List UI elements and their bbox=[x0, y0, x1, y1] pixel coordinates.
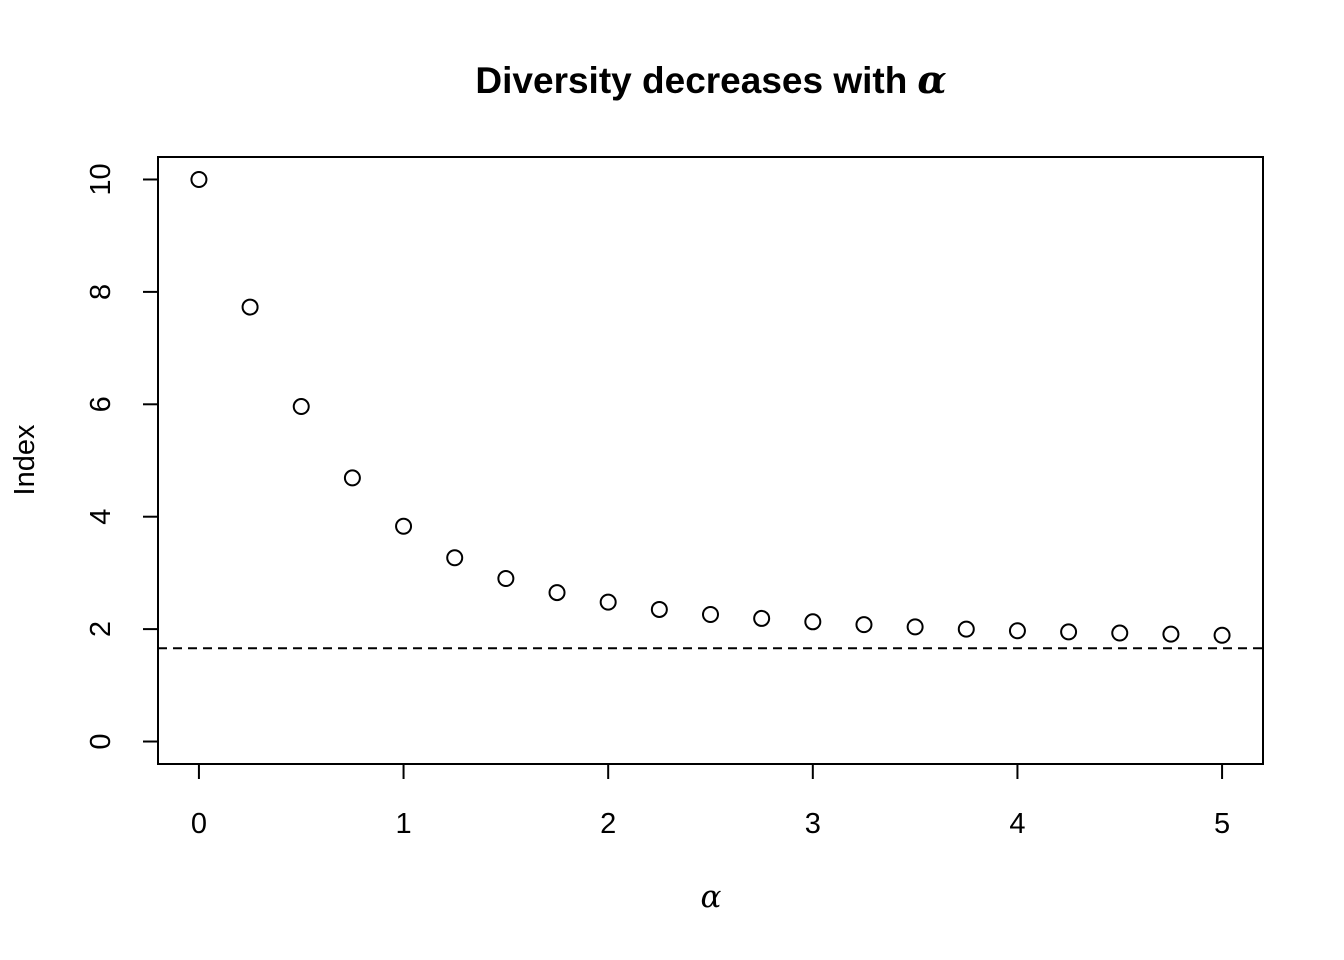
x-tick-label: 3 bbox=[805, 808, 821, 840]
data-point bbox=[395, 517, 413, 535]
data-point bbox=[343, 469, 361, 487]
x-tick-label: 1 bbox=[395, 808, 411, 840]
data-point bbox=[753, 609, 771, 627]
data-point bbox=[957, 620, 975, 638]
data-point bbox=[190, 170, 208, 188]
data-points bbox=[190, 170, 1231, 644]
data-point bbox=[548, 584, 566, 602]
y-tick-label: 0 bbox=[85, 733, 117, 749]
data-point bbox=[1111, 624, 1129, 642]
y-axis: 0 2 4 6 8 10 bbox=[85, 163, 159, 750]
data-point bbox=[497, 570, 515, 588]
plot-frame bbox=[157, 156, 1264, 765]
data-point bbox=[804, 613, 822, 631]
x-tick-label: 2 bbox=[600, 808, 616, 840]
data-point bbox=[650, 600, 668, 618]
x-axis-label: α bbox=[701, 879, 722, 915]
chart-title-text: Diversity decreases with bbox=[475, 60, 907, 101]
y-tick-label: 4 bbox=[85, 509, 117, 525]
x-tick-label: 5 bbox=[1214, 808, 1230, 840]
y-tick-label: 10 bbox=[85, 163, 117, 195]
data-point bbox=[855, 616, 873, 634]
data-point bbox=[906, 618, 924, 636]
data-point bbox=[241, 298, 259, 316]
x-tick-label: 0 bbox=[191, 808, 207, 840]
y-tick-label: 8 bbox=[85, 284, 117, 300]
chart-title-symbol: α bbox=[917, 57, 946, 102]
data-point bbox=[1213, 626, 1231, 644]
data-point bbox=[1060, 623, 1078, 641]
data-point bbox=[1008, 622, 1026, 640]
x-axis: 0 1 2 3 4 5 bbox=[191, 763, 1230, 840]
chart-title: Diversity decreases with α bbox=[475, 57, 946, 102]
x-tick-label: 4 bbox=[1009, 808, 1025, 840]
data-point bbox=[702, 605, 719, 623]
data-point bbox=[292, 398, 310, 416]
data-point bbox=[1162, 625, 1180, 643]
y-axis-label: Index bbox=[9, 424, 41, 495]
y-tick-label: 6 bbox=[85, 396, 117, 412]
y-tick-label: 2 bbox=[85, 621, 117, 637]
data-point bbox=[599, 593, 617, 611]
data-point bbox=[446, 549, 464, 567]
